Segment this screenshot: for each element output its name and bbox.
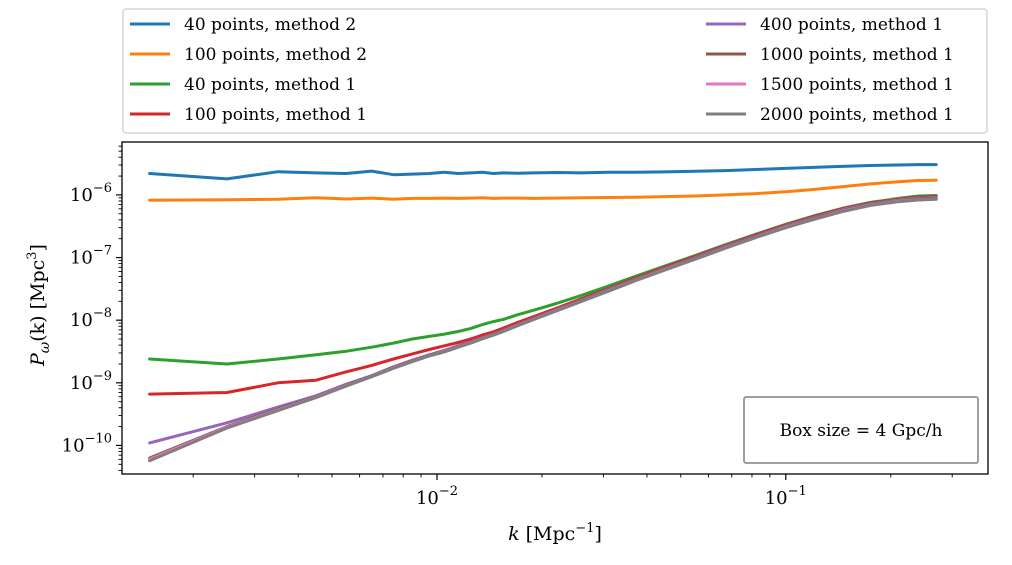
- series-lines: [148, 163, 938, 463]
- plot-frame: [121, 141, 989, 475]
- series-line-1: [148, 163, 938, 181]
- series-line-8: [148, 197, 938, 463]
- legend-label-1: 40 points, method 2: [184, 15, 356, 35]
- y-tick-label-5: 10−6: [70, 181, 112, 206]
- legend-label-4: 100 points, method 1: [184, 105, 367, 125]
- y-axis-label: Pω(k) [Mpc3]: [25, 244, 53, 367]
- x-tick-label-2: 10−1: [765, 484, 807, 509]
- plot-area: [121, 141, 989, 475]
- legend-label-2: 100 points, method 2: [184, 45, 367, 65]
- y-tick-label-2: 10−9: [70, 369, 112, 394]
- legend-label-7: 1500 points, method 1: [760, 75, 954, 95]
- y-tick-label-3: 10−8: [70, 306, 112, 331]
- annotation-frame: [743, 396, 979, 464]
- annotation-box: Box size = 4 Gpc/h: [743, 396, 979, 464]
- x-tick-label-1: 10−2: [416, 484, 458, 509]
- legend-label-5: 400 points, method 1: [760, 15, 943, 35]
- legend-label-6: 1000 points, method 1: [760, 45, 954, 65]
- axis-labels: k [Mpc−1] Pω(k) [Mpc3]: [25, 244, 602, 545]
- legend: 40 points, method 2 100 points, method 2 4…: [122, 8, 988, 134]
- y-tick-label-4: 10−7: [70, 244, 112, 269]
- legend-label-3: 40 points, method 1: [184, 75, 356, 95]
- legend-label-8: 2000 points, method 1: [760, 105, 954, 125]
- y-tick-label-1: 10−10: [62, 431, 112, 456]
- series-line-3: [148, 194, 938, 366]
- axis-ticks: 10−2 10−1 10−10 10−9 10−8 10−7 10−6: [62, 145, 953, 509]
- series-line-4: [148, 195, 938, 396]
- x-axis-label: k [Mpc−1]: [508, 521, 602, 545]
- series-line-2: [148, 178, 938, 202]
- legend-frame: [122, 8, 988, 134]
- annotation-text: Box size = 4 Gpc/h: [780, 421, 943, 441]
